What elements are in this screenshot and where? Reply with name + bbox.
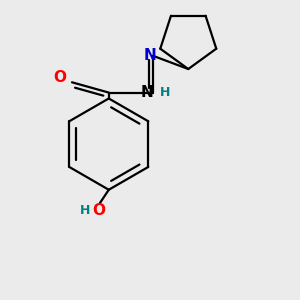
- Text: N: N: [140, 85, 153, 100]
- Text: H: H: [80, 204, 90, 217]
- Text: H: H: [160, 86, 170, 99]
- Text: O: O: [92, 203, 105, 218]
- Text: N: N: [144, 48, 156, 63]
- Text: O: O: [54, 70, 67, 86]
